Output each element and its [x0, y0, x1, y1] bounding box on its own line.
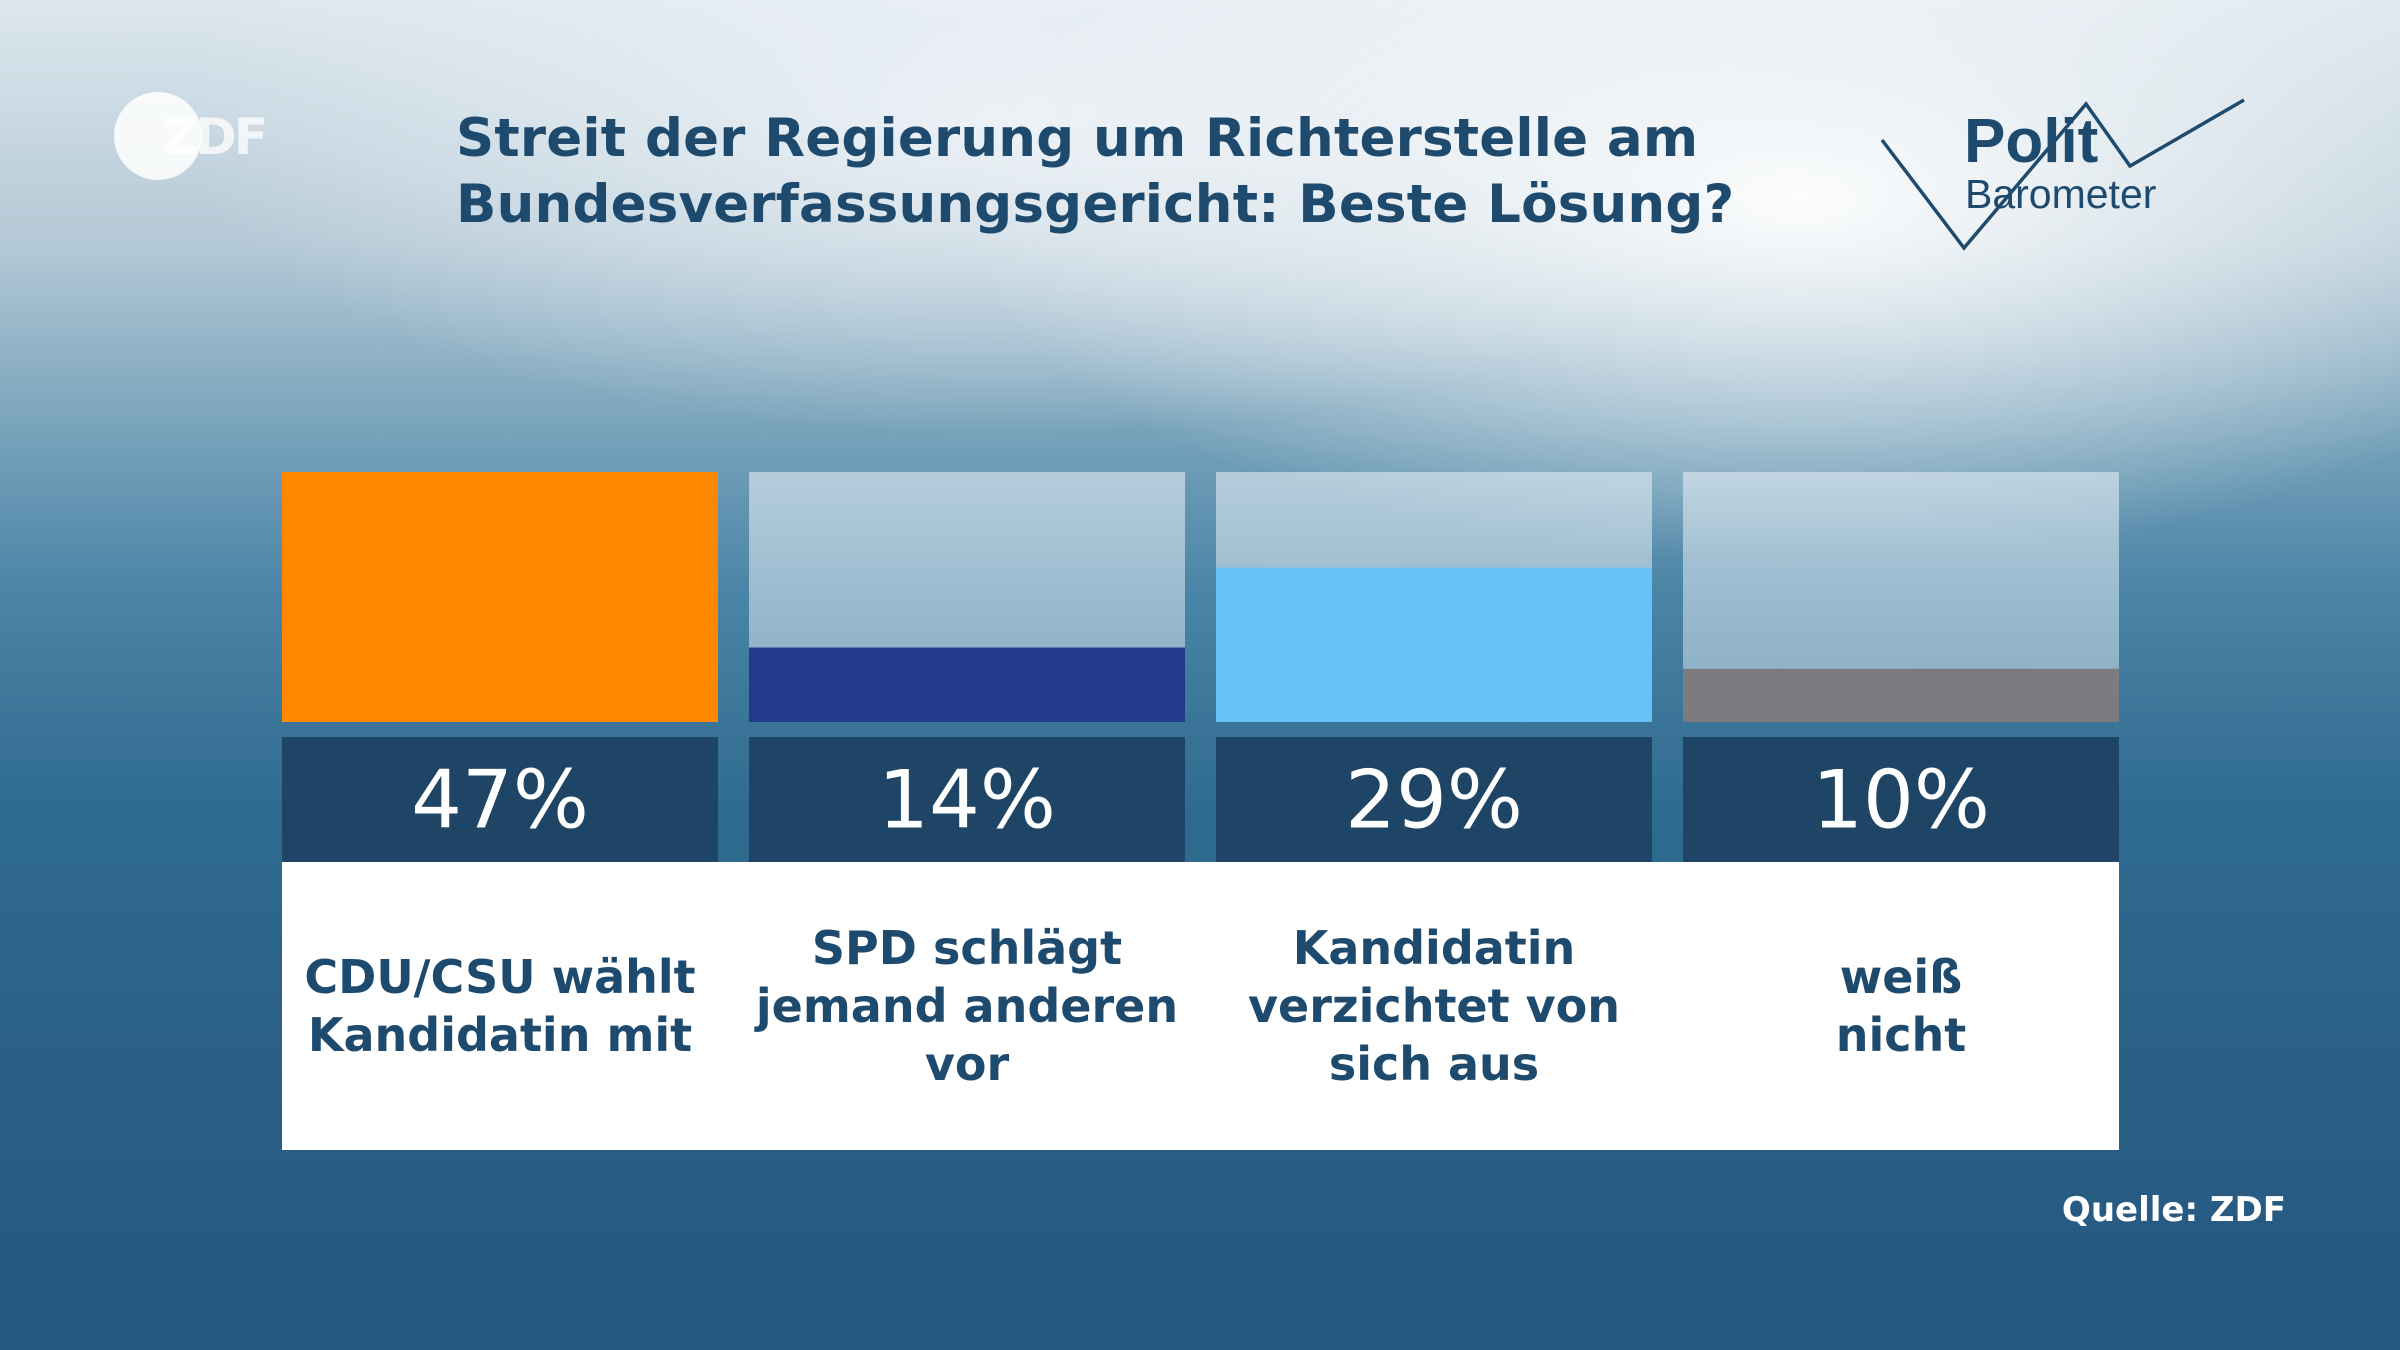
bar	[282, 472, 718, 722]
data-label: 14%	[878, 754, 1056, 847]
chart-title-line-2: Bundesverfassungsgericht: Beste Lösung?	[456, 174, 1735, 235]
data-label: 10%	[1812, 754, 1990, 847]
category-label-line: nicht	[1836, 1008, 1967, 1062]
value-label-box	[1683, 737, 2119, 862]
politbarometer-word-barometer: Barometer	[1965, 171, 2156, 217]
bar	[749, 647, 1185, 722]
zdf-logo-text: ZDF	[162, 108, 265, 166]
bar	[1683, 668, 2119, 722]
category-label-line: vor	[925, 1037, 1010, 1091]
category-label-line: verzichtet von	[1248, 979, 1620, 1033]
category-label-line: Kandidatin mit	[308, 1008, 692, 1062]
category-label-line: jemand anderen	[754, 979, 1178, 1033]
zdf-logo: ZDF	[114, 92, 268, 180]
category-label: SPD schlägt jemand anderen vor	[754, 921, 1178, 1091]
category-label: Kandidatin verzichtet von sich aus	[1248, 921, 1620, 1091]
category-label-line: weiß	[1840, 950, 1963, 1004]
category-label-line: CDU/CSU wählt	[304, 950, 695, 1004]
value-label-box	[282, 737, 718, 862]
category-label: weiß nicht	[1836, 950, 1967, 1062]
category-label-line: Kandidatin	[1293, 921, 1576, 975]
chart-title-line-1: Streit der Regierung um Richterstelle am	[456, 108, 1699, 169]
chart-title: Streit der Regierung um Richterstelle am…	[456, 106, 1756, 238]
value-label-box	[749, 737, 1185, 862]
category-label-line: sich aus	[1329, 1037, 1539, 1091]
category-label-line: SPD schlägt	[812, 921, 1122, 975]
value-label-box	[1216, 737, 1652, 862]
data-label: 29%	[1345, 754, 1523, 847]
politbarometer-logo: Polit Barometer	[1880, 98, 2245, 251]
politbarometer-word-polit: Polit	[1964, 107, 2098, 176]
category-label: CDU/CSU wählt Kandidatin mit	[304, 950, 695, 1062]
zdf-logo-circle	[114, 92, 202, 180]
data-label: 47%	[411, 754, 589, 847]
category-label-panel	[282, 862, 2119, 1150]
bar	[1216, 567, 1652, 722]
source-note: Quelle: ZDF	[2061, 1190, 2286, 1230]
politbarometer-zigzag-icon	[1880, 98, 2245, 251]
